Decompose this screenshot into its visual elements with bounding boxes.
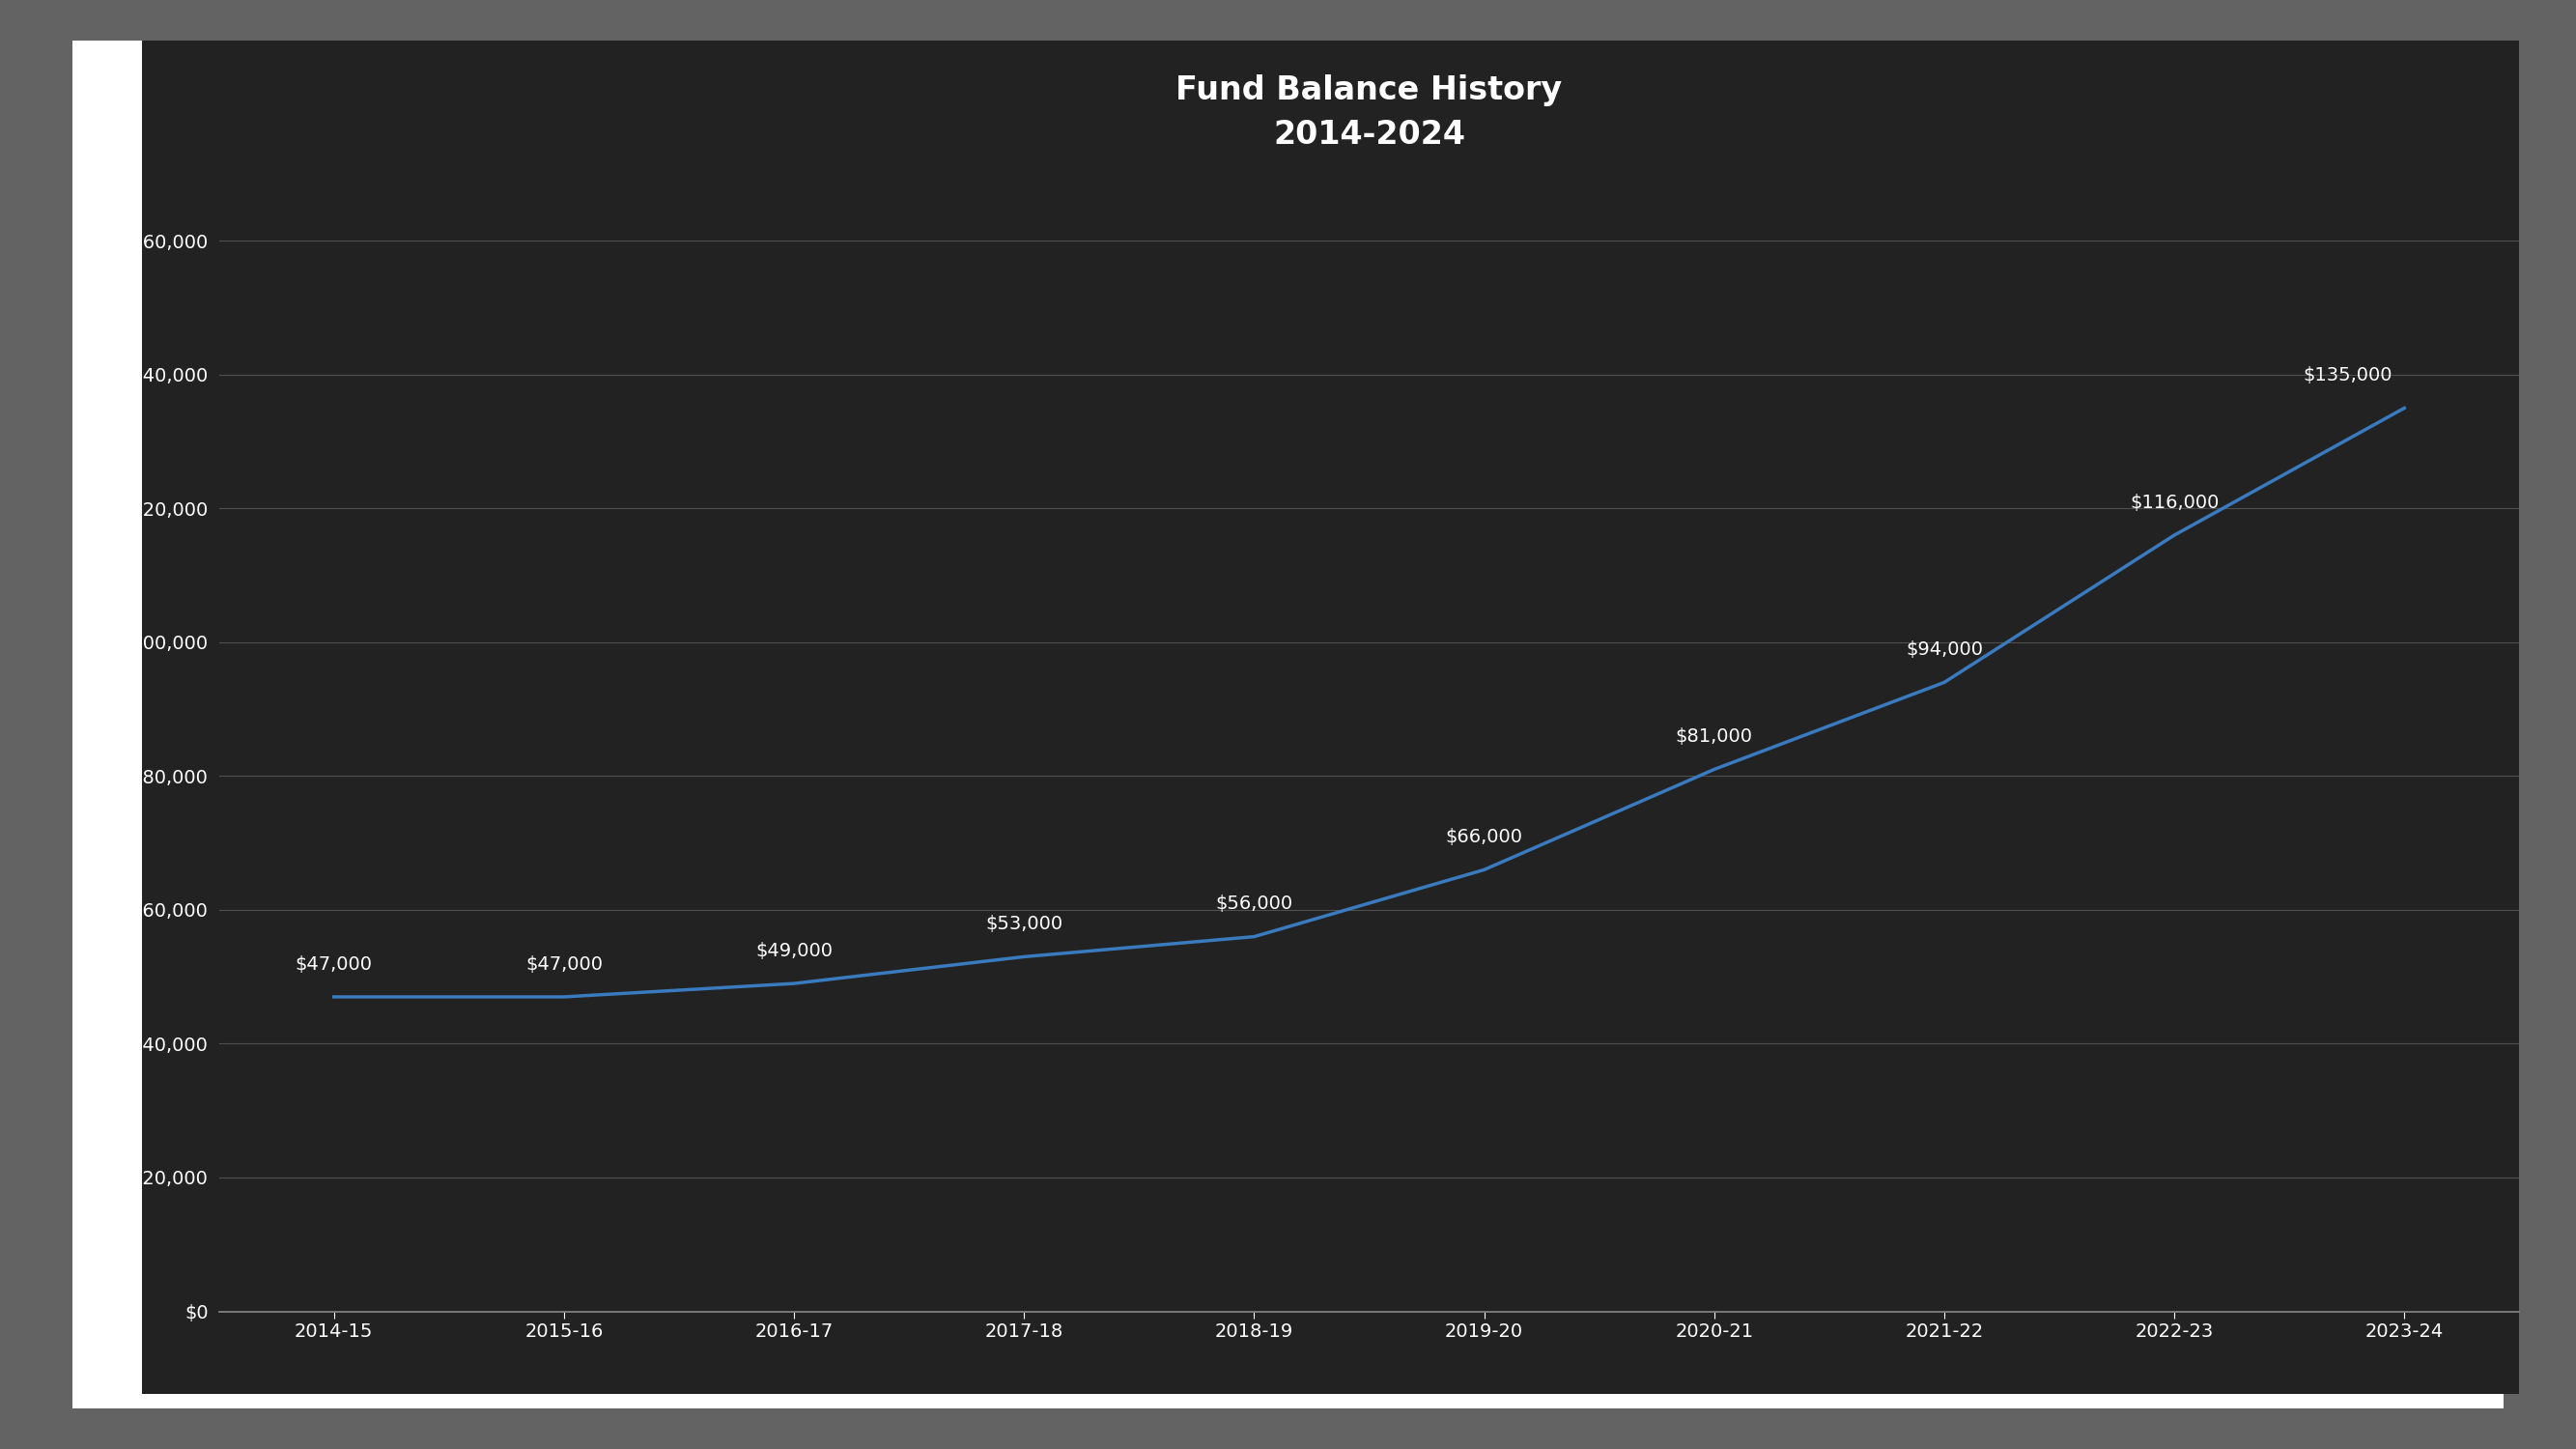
Text: $53,000: $53,000 bbox=[987, 914, 1064, 933]
Text: $47,000: $47,000 bbox=[526, 955, 603, 974]
Text: $66,000: $66,000 bbox=[1445, 827, 1522, 846]
Text: $81,000: $81,000 bbox=[1674, 727, 1752, 746]
Text: $47,000: $47,000 bbox=[296, 955, 374, 974]
Title: Fund Balance History
2014-2024: Fund Balance History 2014-2024 bbox=[1175, 75, 1564, 151]
Text: $56,000: $56,000 bbox=[1216, 895, 1293, 913]
Text: $135,000: $135,000 bbox=[2303, 367, 2393, 384]
Text: $116,000: $116,000 bbox=[2130, 494, 2218, 511]
Text: $49,000: $49,000 bbox=[755, 942, 832, 961]
Text: $94,000: $94,000 bbox=[1906, 640, 1984, 659]
